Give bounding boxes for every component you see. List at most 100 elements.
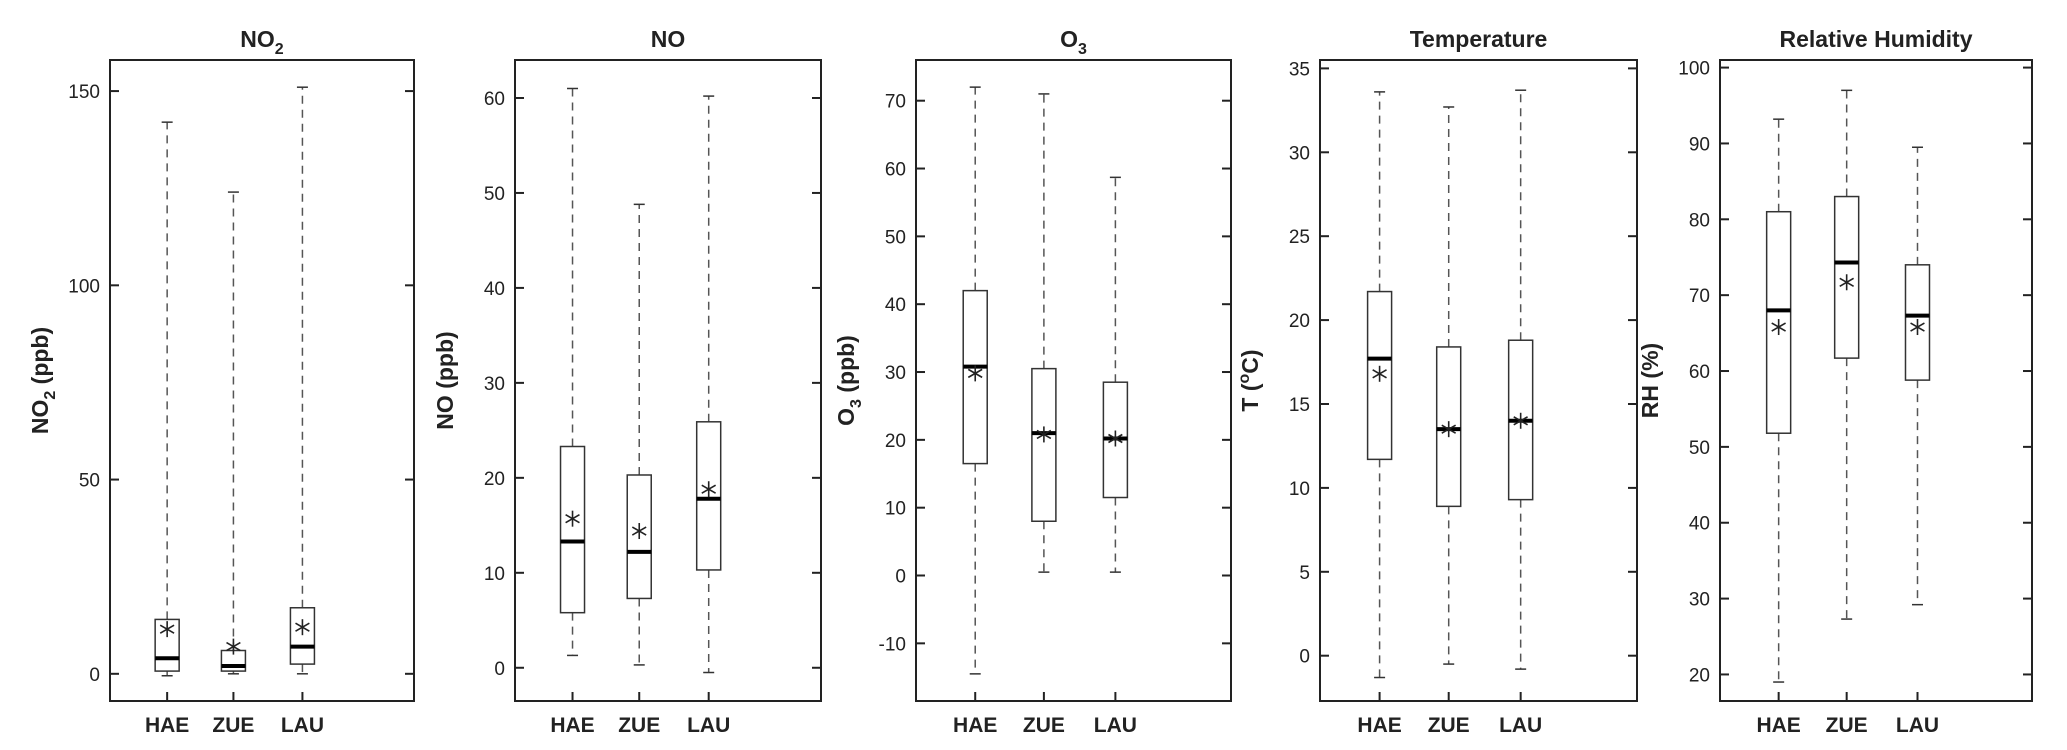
box-zue bbox=[626, 203, 652, 666]
mean-marker-stroke bbox=[1910, 322, 1925, 332]
mean-marker-stroke bbox=[1441, 424, 1457, 434]
y-tick-label: 35 bbox=[1289, 59, 1310, 80]
panel-title: Relative Humidity bbox=[1780, 26, 1973, 52]
boxplot-panel-3: O3 O3 (ppb) -10 0 10 20 30 40 50 60 70 HAE ZUE LAU bbox=[833, 26, 1232, 737]
y-tick-label: 70 bbox=[1689, 286, 1710, 307]
x-tick-label-zue: ZUE bbox=[212, 714, 254, 737]
y-tick-label: 50 bbox=[885, 227, 906, 248]
mean-marker-stroke bbox=[1513, 416, 1528, 426]
axes-frame bbox=[915, 59, 1232, 702]
y-tick-label: 30 bbox=[885, 363, 906, 384]
mean-marker bbox=[1839, 274, 1855, 291]
mean-marker-stroke bbox=[159, 624, 175, 634]
iqr-box bbox=[1765, 210, 1792, 434]
y-tick-label: 30 bbox=[1289, 143, 1310, 164]
x-tick-label-hae: HAE bbox=[953, 714, 997, 737]
iqr-box bbox=[1031, 367, 1057, 522]
y-tick-label: 50 bbox=[1689, 438, 1710, 459]
axes-frame bbox=[1319, 59, 1638, 702]
x-tick-label-lau: LAU bbox=[1094, 714, 1137, 737]
x-tick-label-zue: ZUE bbox=[1826, 714, 1868, 737]
panel-title: NO bbox=[651, 26, 686, 52]
y-tick-label: 100 bbox=[1678, 59, 1710, 80]
box-hae bbox=[1366, 91, 1393, 679]
y-tick-label: 40 bbox=[1689, 514, 1710, 535]
y-tick-label: 30 bbox=[484, 374, 505, 395]
y-axis-label: T (oC) bbox=[1236, 349, 1263, 411]
mean-marker bbox=[1108, 430, 1123, 447]
box-zue bbox=[1435, 106, 1462, 665]
iqr-box bbox=[154, 618, 180, 672]
y-tick-label: 50 bbox=[79, 471, 100, 492]
box-hae bbox=[559, 87, 586, 657]
mean-marker bbox=[1372, 365, 1387, 382]
y-tick-label: 0 bbox=[1299, 647, 1310, 668]
y-tick-label: 20 bbox=[885, 431, 906, 452]
y-tick-label: 0 bbox=[895, 567, 906, 588]
x-tick-label-hae: HAE bbox=[550, 714, 594, 737]
mean-marker bbox=[631, 523, 647, 540]
x-tick-label-hae: HAE bbox=[1756, 714, 1800, 737]
box-lau bbox=[1102, 176, 1129, 573]
y-tick-label: 70 bbox=[885, 92, 906, 113]
y-tick-label: 10 bbox=[484, 564, 505, 585]
iqr-box bbox=[1366, 290, 1393, 461]
boxplot-panel-2: NO NO (ppb) 0 10 20 30 40 50 60 HAE ZUE LAU bbox=[432, 26, 822, 737]
y-tick-label: 30 bbox=[1689, 590, 1710, 611]
y-tick-label: 60 bbox=[484, 89, 505, 110]
box-hae bbox=[962, 86, 988, 675]
y-axis-label: NO2 (ppb) bbox=[27, 327, 59, 434]
axes-frame bbox=[514, 59, 822, 702]
mean-marker-stroke bbox=[226, 641, 241, 652]
mean-marker-stroke bbox=[1036, 429, 1052, 440]
mean-marker-stroke bbox=[1372, 369, 1387, 379]
iqr-box bbox=[1435, 346, 1462, 508]
y-tick-label: 15 bbox=[1289, 395, 1310, 416]
x-tick-label-lau: LAU bbox=[1896, 714, 1939, 737]
box-zue bbox=[1031, 93, 1057, 573]
y-tick-label: 5 bbox=[1299, 563, 1310, 584]
y-tick-label: 10 bbox=[1289, 479, 1310, 500]
box-lau bbox=[289, 86, 316, 675]
axes-frame bbox=[109, 59, 415, 702]
iqr-box bbox=[289, 607, 316, 665]
x-tick-label-hae: HAE bbox=[1357, 714, 1401, 737]
boxplot-panel-5: Relative Humidity RH (%) 20 30 40 50 60 70 80 90 1… bbox=[1637, 26, 2033, 737]
y-tick-label: 10 bbox=[885, 499, 906, 520]
x-tick-label-zue: ZUE bbox=[618, 714, 660, 737]
iqr-box bbox=[1833, 195, 1860, 359]
box-hae bbox=[154, 121, 180, 677]
y-tick-label: 40 bbox=[484, 279, 505, 300]
y-axis-label: NO (ppb) bbox=[432, 331, 458, 429]
box-hae bbox=[1765, 118, 1792, 683]
x-tick-label-lau: LAU bbox=[281, 714, 324, 737]
mean-marker bbox=[1771, 319, 1786, 336]
mean-marker-stroke bbox=[967, 368, 983, 379]
y-tick-label: 20 bbox=[484, 469, 505, 490]
y-axis-label: O3 (ppb) bbox=[833, 335, 865, 426]
panel-title: NO2 bbox=[240, 26, 284, 58]
x-tick-label-zue: ZUE bbox=[1428, 714, 1470, 737]
mean-marker-stroke bbox=[1771, 322, 1786, 332]
y-tick-label: 0 bbox=[89, 665, 100, 686]
iqr-box bbox=[559, 445, 586, 614]
iqr-box bbox=[695, 421, 722, 571]
mean-marker bbox=[565, 510, 580, 527]
mean-marker-stroke bbox=[295, 622, 310, 632]
mean-marker bbox=[159, 621, 175, 638]
mean-marker bbox=[967, 365, 983, 382]
mean-marker bbox=[295, 619, 310, 636]
mean-marker-stroke bbox=[1108, 433, 1123, 444]
x-tick-label-lau: LAU bbox=[687, 714, 730, 737]
y-tick-label: 60 bbox=[1689, 362, 1710, 383]
box-lau bbox=[1904, 146, 1931, 606]
mean-marker bbox=[1036, 426, 1052, 443]
mean-marker bbox=[1910, 319, 1925, 336]
mean-marker-stroke bbox=[701, 484, 717, 494]
y-tick-label: 25 bbox=[1289, 227, 1310, 248]
box-lau bbox=[1507, 89, 1534, 670]
y-tick-label: 60 bbox=[885, 160, 906, 181]
mean-marker-stroke bbox=[565, 513, 580, 524]
y-tick-label: 40 bbox=[885, 295, 906, 316]
